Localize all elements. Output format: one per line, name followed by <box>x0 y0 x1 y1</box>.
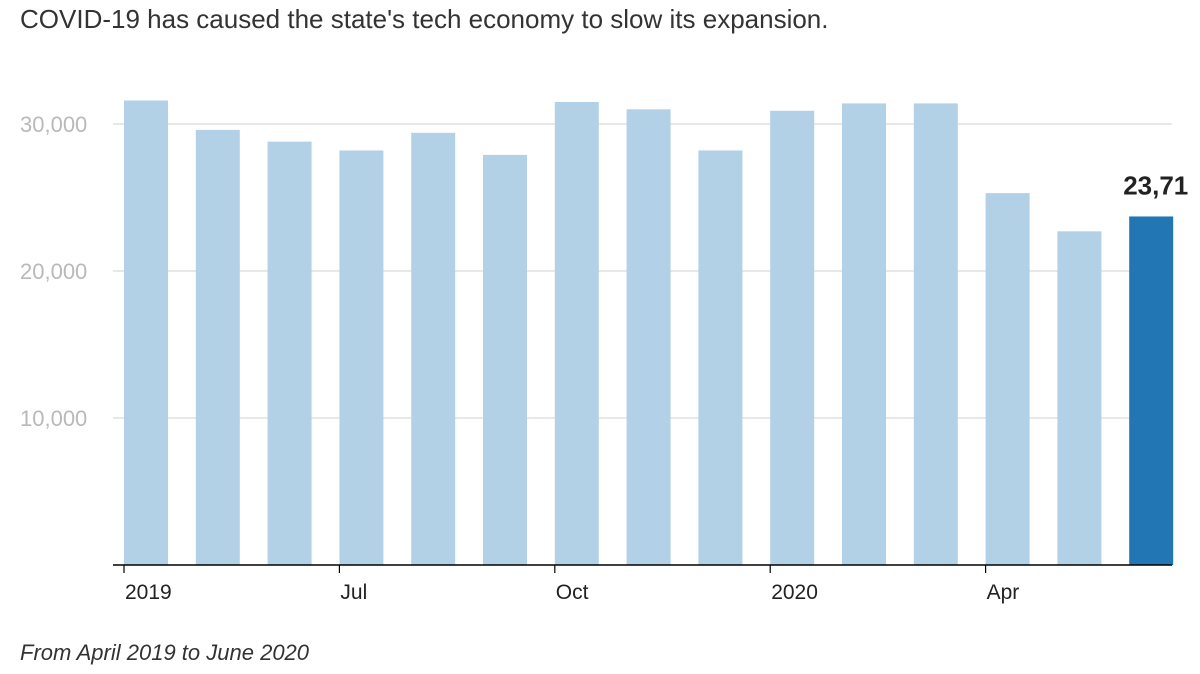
y-axis-ticks: 10,000 20,000 30,000 <box>20 112 87 431</box>
footnote: From April 2019 to June 2020 <box>20 640 310 665</box>
bar-feb-2020 <box>842 103 886 566</box>
data-label-highlight: 23,71 <box>1123 170 1188 200</box>
bar-oct-2019 <box>554 101 599 565</box>
bar-sep-2019 <box>483 154 527 565</box>
x-tick-label: 2020 <box>771 581 818 604</box>
x-tick-label: Apr <box>987 581 1020 604</box>
x-tick-label: Oct <box>556 581 589 604</box>
y-tick-label: 20,000 <box>20 259 87 284</box>
x-tick-label: Jul <box>340 581 367 604</box>
x-tick-label: 2019 <box>125 581 172 604</box>
y-tick-label: 10,000 <box>20 406 87 431</box>
bar-apr-2020 <box>985 193 1030 565</box>
bar-jan-2020 <box>770 110 815 566</box>
bar-jun-2020 <box>1129 216 1174 565</box>
bar-dec-2019 <box>698 150 743 565</box>
bar-nov-2019 <box>626 109 671 566</box>
bars <box>124 100 1174 566</box>
bar-jun-2019 <box>267 141 312 565</box>
bar-may-2020 <box>1057 231 1102 565</box>
bar-mar-2020 <box>913 103 958 566</box>
bar-apr-2019 <box>124 100 168 565</box>
bar-may-2019 <box>195 129 240 565</box>
x-axis-ticks: 2019 Jul Oct 2020 Apr <box>123 565 1020 604</box>
bar-aug-2019 <box>411 132 456 565</box>
y-tick-label: 30,000 <box>20 112 87 137</box>
data-labels: 23,71 <box>1123 170 1188 200</box>
chart-title: COVID-19 has caused the state's tech eco… <box>20 4 829 34</box>
bar-jul-2019 <box>339 150 384 565</box>
